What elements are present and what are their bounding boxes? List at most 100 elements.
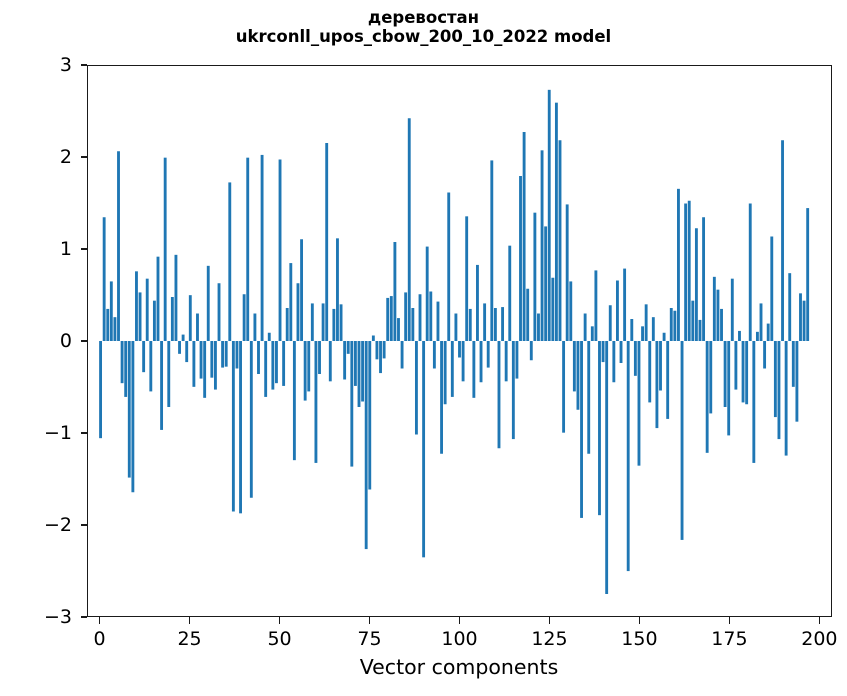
bar bbox=[450, 341, 454, 397]
x-tick-mark bbox=[98, 617, 101, 624]
x-axis-label: Vector components bbox=[359, 655, 559, 679]
bar bbox=[641, 326, 644, 341]
bar bbox=[479, 341, 483, 383]
bar bbox=[472, 341, 476, 398]
bar bbox=[246, 157, 250, 341]
bar bbox=[282, 341, 286, 386]
bar bbox=[336, 238, 339, 341]
bar bbox=[206, 265, 210, 341]
bar bbox=[698, 319, 702, 341]
bar bbox=[321, 303, 325, 341]
bar bbox=[522, 132, 526, 341]
bar bbox=[289, 263, 293, 341]
bar bbox=[583, 313, 587, 341]
bar bbox=[432, 341, 436, 369]
bar bbox=[623, 268, 627, 341]
bar bbox=[720, 308, 723, 341]
bar bbox=[224, 341, 228, 367]
bar bbox=[389, 296, 393, 341]
bar bbox=[508, 245, 512, 341]
bar bbox=[468, 308, 472, 341]
bar bbox=[806, 208, 810, 341]
bar bbox=[429, 291, 433, 341]
chart-title-line-2: ukrconll_upos_cbow_200_10_2022 model bbox=[235, 27, 612, 47]
bar bbox=[565, 204, 569, 341]
bar bbox=[314, 341, 318, 463]
bar bbox=[727, 341, 731, 436]
bar bbox=[242, 294, 246, 341]
bar bbox=[253, 313, 257, 341]
bar bbox=[608, 305, 612, 341]
bar bbox=[576, 341, 580, 410]
bar bbox=[127, 341, 131, 478]
bar bbox=[131, 341, 135, 493]
bar bbox=[310, 303, 314, 341]
bar bbox=[673, 310, 677, 341]
bar bbox=[684, 203, 688, 341]
x-tick-label: 150 bbox=[621, 628, 658, 650]
bar bbox=[766, 323, 770, 341]
bar bbox=[554, 102, 558, 342]
bar bbox=[612, 341, 616, 383]
x-tick-mark bbox=[278, 617, 281, 624]
bar bbox=[483, 303, 487, 341]
bar bbox=[493, 308, 497, 341]
chart-title-line-1: деревостан bbox=[367, 8, 480, 27]
bar bbox=[644, 304, 648, 341]
bar bbox=[461, 341, 465, 382]
bar bbox=[716, 289, 720, 341]
x-tick-label: 75 bbox=[357, 628, 382, 650]
bar bbox=[490, 160, 494, 341]
x-tick-label: 0 bbox=[93, 628, 106, 650]
bar bbox=[763, 341, 767, 369]
bar bbox=[633, 341, 637, 376]
bar bbox=[156, 256, 160, 341]
bar bbox=[648, 341, 652, 403]
bar bbox=[755, 331, 759, 341]
x-tick-mark bbox=[458, 617, 461, 624]
bar bbox=[529, 341, 533, 361]
bar bbox=[393, 242, 397, 341]
bar bbox=[213, 341, 217, 390]
bar bbox=[411, 308, 415, 341]
bar bbox=[580, 341, 583, 518]
bar bbox=[339, 304, 343, 341]
bar bbox=[590, 326, 594, 341]
bar bbox=[120, 341, 124, 384]
bar bbox=[497, 341, 501, 449]
bar bbox=[318, 341, 321, 374]
x-tick-label: 25 bbox=[177, 628, 202, 650]
y-tick-label: 2 bbox=[59, 146, 72, 168]
bar bbox=[540, 150, 544, 341]
bar bbox=[278, 159, 282, 341]
bar bbox=[619, 341, 623, 363]
bar-series bbox=[99, 89, 810, 594]
y-tick-label: −2 bbox=[43, 514, 72, 536]
bar bbox=[117, 151, 120, 341]
bar bbox=[257, 341, 260, 374]
bar bbox=[519, 176, 522, 341]
bar bbox=[705, 341, 709, 453]
bar bbox=[436, 301, 440, 341]
bar bbox=[418, 294, 422, 341]
bar bbox=[249, 341, 253, 498]
bar bbox=[353, 341, 357, 386]
bar bbox=[691, 300, 695, 341]
bar bbox=[99, 341, 103, 439]
x-tick-mark bbox=[818, 617, 821, 624]
bar bbox=[781, 140, 784, 341]
x-tick-mark bbox=[638, 617, 641, 624]
bar bbox=[217, 283, 221, 341]
y-tick-label: −1 bbox=[43, 422, 72, 444]
bar bbox=[476, 264, 479, 341]
bar bbox=[788, 273, 792, 341]
bar bbox=[364, 341, 368, 550]
bar bbox=[504, 341, 508, 382]
bar bbox=[501, 307, 505, 341]
bar bbox=[630, 319, 634, 341]
bar bbox=[687, 200, 691, 341]
plot-surface bbox=[88, 66, 831, 616]
bar bbox=[275, 341, 278, 384]
bar bbox=[135, 271, 138, 341]
bar bbox=[669, 308, 673, 341]
